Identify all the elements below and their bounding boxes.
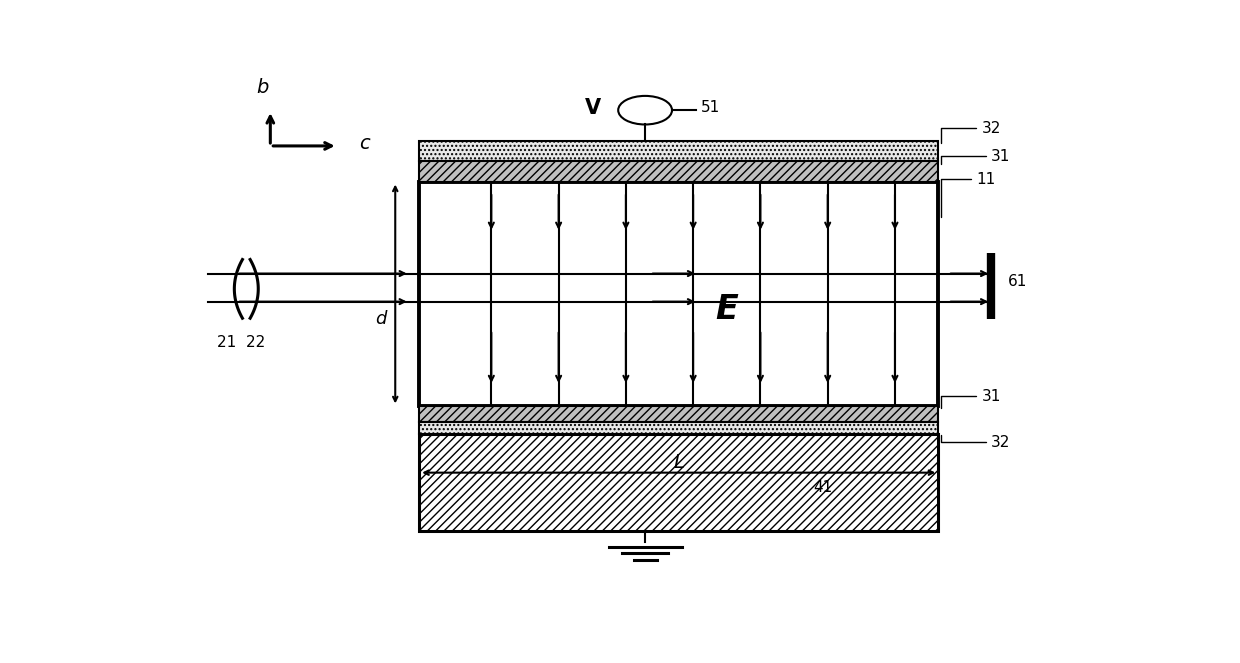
Text: 61: 61: [1008, 274, 1028, 288]
Text: V: V: [585, 97, 601, 117]
Text: L: L: [673, 453, 684, 472]
Text: 11: 11: [941, 172, 996, 217]
Bar: [419, 161, 939, 182]
Text: 32: 32: [941, 121, 1001, 143]
Bar: [419, 406, 939, 422]
Text: 31: 31: [941, 389, 1001, 408]
Bar: [419, 141, 939, 161]
Text: 51: 51: [701, 100, 720, 115]
Bar: [419, 182, 939, 406]
Text: 41: 41: [813, 481, 832, 495]
Text: 31: 31: [941, 149, 1011, 164]
Text: E: E: [715, 293, 738, 326]
Text: c: c: [358, 134, 370, 153]
Text: b: b: [257, 78, 269, 97]
Bar: [419, 434, 939, 531]
Text: d: d: [376, 310, 387, 328]
Text: 21  22: 21 22: [217, 335, 265, 350]
Text: 32: 32: [941, 434, 1011, 450]
Bar: [419, 422, 939, 434]
